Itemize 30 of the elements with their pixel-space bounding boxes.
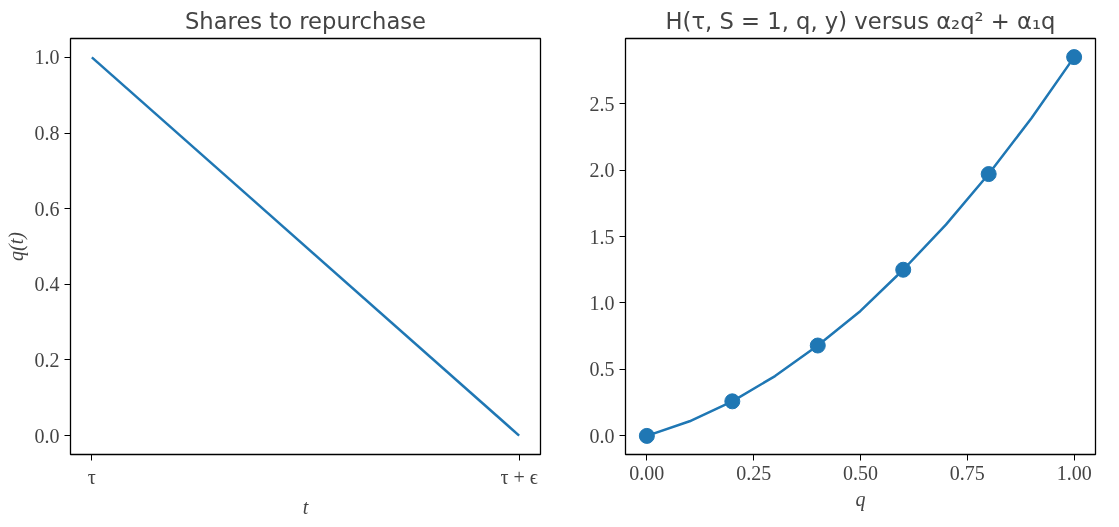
x-axis-title: t [302,495,309,518]
y-tick-label: 0.0 [589,424,615,447]
y-tick-label: 0.8 [34,122,60,145]
x-tick-label: τ + ϵ [500,465,538,488]
y-tick-label: 2.0 [589,159,615,182]
x-tick-label: 0.75 [949,461,985,484]
x-tick-label: 0.00 [629,461,665,484]
y-tick-label: 0.4 [34,273,60,296]
chart-title: H(τ, S = 1, q, y) versus α₂q² + α₁q [665,7,1056,34]
x-tick-label: 1.00 [1056,461,1092,484]
point [980,166,997,183]
x-axis-title: q [855,487,866,511]
point [809,337,826,354]
x-tick-label: 0.50 [843,461,878,484]
point [638,427,655,444]
chart-title: Shares to repurchase [184,7,427,34]
y-axis-title: q(t) [4,231,28,261]
y-tick-label: 0.2 [34,348,60,371]
y-tick-label: 0.6 [34,197,60,220]
point [724,393,741,410]
x-tick-label: τ [87,465,96,488]
y-tick-label: 0.0 [34,424,60,447]
y-tick-label: 2.5 [589,92,615,115]
y-tick-label: 1.0 [589,291,615,314]
point [1066,49,1083,66]
y-tick-label: 1.0 [34,46,60,69]
y-tick-label: 1.5 [589,225,615,248]
point [895,261,912,278]
y-tick-label: 0.5 [589,358,615,381]
x-tick-label: 0.25 [736,461,772,484]
